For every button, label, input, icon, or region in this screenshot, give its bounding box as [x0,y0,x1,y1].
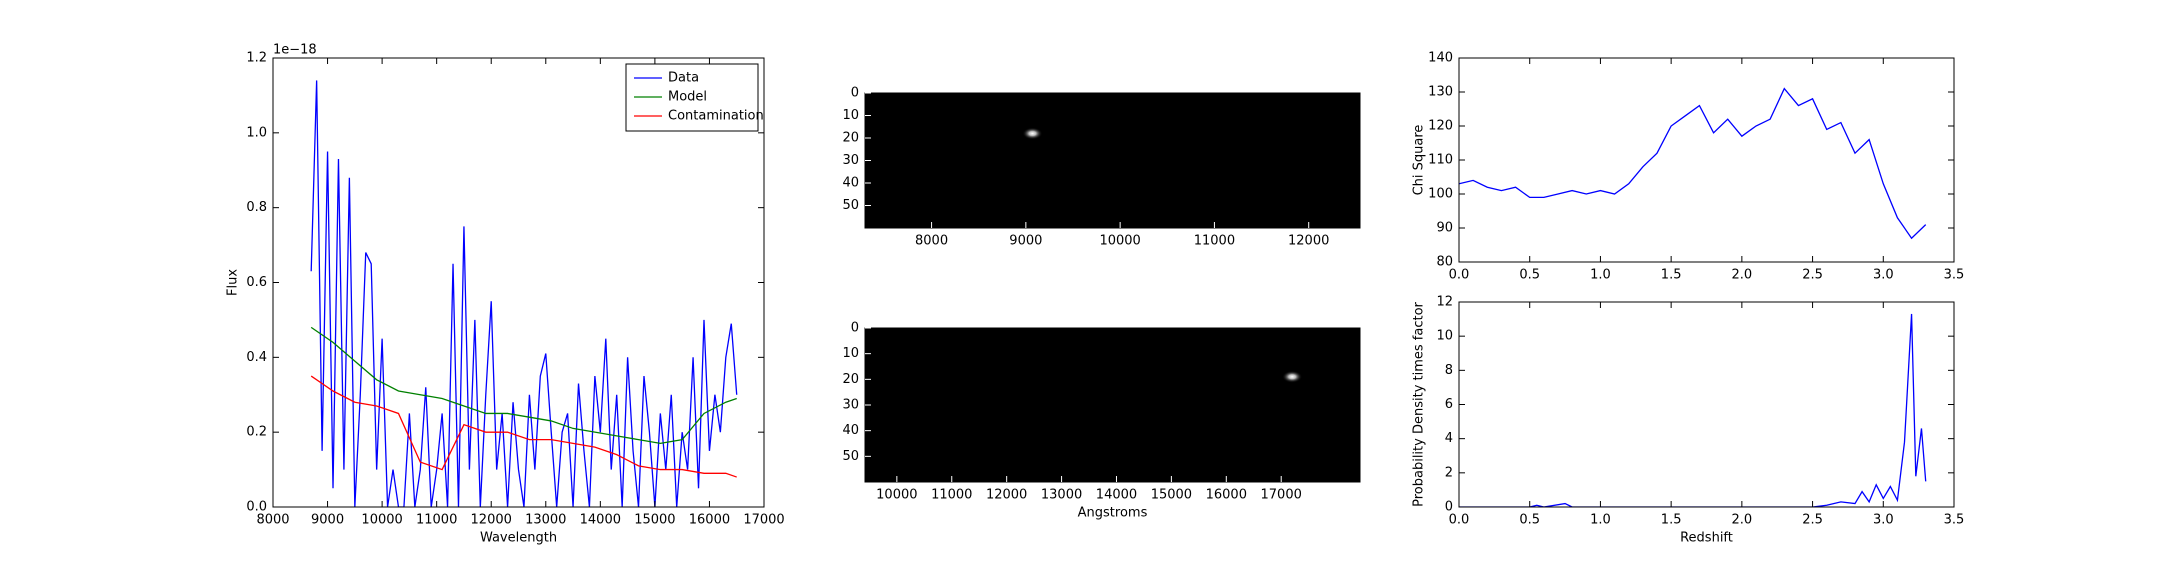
x-tick-label: 15000 [1151,488,1192,503]
data-line [1459,313,1927,507]
y-tick-label: 90 [1436,221,1453,236]
y-tick-label: 50 [842,449,859,464]
x-tick-label: 17000 [743,513,784,528]
image-background [865,328,1360,482]
y-tick-label: 4 [1445,431,1453,446]
y-tick-label: 0 [851,321,859,336]
x-tick-label: 12000 [1288,234,1329,249]
x-tick-label: 11000 [1194,234,1235,249]
y-tick-label: 0 [851,86,859,101]
x-tick-label: 17000 [1261,488,1302,503]
x-tick-label: 16000 [689,513,730,528]
source-spot [1022,127,1043,140]
y-tick-label: 1.2 [246,51,267,66]
source-spot [1282,370,1303,383]
y-tick-label: 140 [1428,51,1453,66]
y-tick-label: 120 [1428,119,1453,134]
y-tick-label: 2 [1445,465,1453,480]
y-tick-label: 100 [1428,187,1453,202]
legend-label: Model [668,90,707,105]
y-tick-label: 0.8 [246,200,267,215]
y-tick-label: 0.2 [246,425,267,440]
legend-label: Contamination [668,109,764,124]
y-tick-label: 20 [842,372,859,387]
legend-label: Data [668,71,699,86]
x-tick-label: 15000 [634,513,675,528]
x-tick-label: 14000 [1096,488,1137,503]
plot-area [1459,58,1954,262]
y-tick-label: 0.0 [246,500,267,515]
y-axis-label: Chi Square [1412,125,1427,196]
y-tick-label: 0 [1445,500,1453,515]
y-tick-label: 130 [1428,85,1453,100]
y-axis-label: Probability Density times factor [1412,301,1427,506]
y-tick-label: 20 [842,131,859,146]
x-tick-label: 11000 [416,513,457,528]
y-tick-label: 0.6 [246,275,267,290]
x-tick-label: 8000 [915,234,948,249]
x-tick-label: 1.5 [1661,268,1682,283]
data-line [310,375,737,478]
x-tick-label: 13000 [1041,488,1082,503]
y-tick-label: 8 [1445,363,1453,378]
x-tick-label: 0.5 [1519,513,1540,528]
x-tick-label: 10000 [876,488,917,503]
x-tick-label: 0.0 [1449,513,1470,528]
x-axis-label: Angstroms [1078,506,1148,521]
y-tick-label: 40 [842,176,859,191]
x-tick-label: 10000 [361,513,402,528]
x-tick-label: 3.5 [1944,268,1965,283]
y-tick-label: 0.4 [246,350,267,365]
x-tick-label: 12000 [986,488,1027,503]
x-tick-label: 11000 [931,488,972,503]
y-offset-label: 1e−18 [273,43,317,58]
y-axis-label: Flux [226,269,241,296]
x-tick-label: 2.5 [1802,513,1823,528]
x-tick-label: 3.0 [1873,268,1894,283]
x-tick-label: 12000 [471,513,512,528]
y-tick-label: 80 [1436,255,1453,270]
x-tick-label: 1.0 [1590,268,1611,283]
x-tick-label: 1.0 [1590,513,1611,528]
x-tick-label: 14000 [580,513,621,528]
y-tick-label: 12 [1436,295,1453,310]
x-axis-label: Wavelength [480,531,557,546]
y-tick-label: 50 [842,198,859,213]
y-tick-label: 110 [1428,153,1453,168]
x-tick-label: 8000 [256,513,289,528]
y-tick-label: 10 [1436,329,1453,344]
y-tick-label: 30 [842,153,859,168]
x-tick-label: 2.0 [1732,268,1753,283]
legend-box [625,63,759,132]
x-tick-label: 9000 [311,513,344,528]
x-tick-label: 10000 [1099,234,1140,249]
y-tick-label: 6 [1445,397,1453,412]
y-tick-label: 10 [842,108,859,123]
y-tick-label: 1.0 [246,125,267,140]
data-line [310,326,737,445]
x-tick-label: 13000 [525,513,566,528]
x-tick-label: 16000 [1206,488,1247,503]
x-tick-label: 3.5 [1944,513,1965,528]
x-tick-label: 3.0 [1873,513,1894,528]
image-background [865,93,1360,228]
y-tick-label: 40 [842,423,859,438]
x-tick-label: 9000 [1009,234,1042,249]
data-line [1459,87,1927,240]
x-tick-label: 1.5 [1661,513,1682,528]
x-tick-label: 0.0 [1449,268,1470,283]
y-tick-label: 30 [842,398,859,413]
plot-area [1459,302,1954,507]
x-tick-label: 0.5 [1519,268,1540,283]
y-tick-label: 10 [842,346,859,361]
x-axis-label: Redshift [1680,531,1733,546]
x-tick-label: 2.0 [1732,513,1753,528]
x-tick-label: 2.5 [1802,268,1823,283]
